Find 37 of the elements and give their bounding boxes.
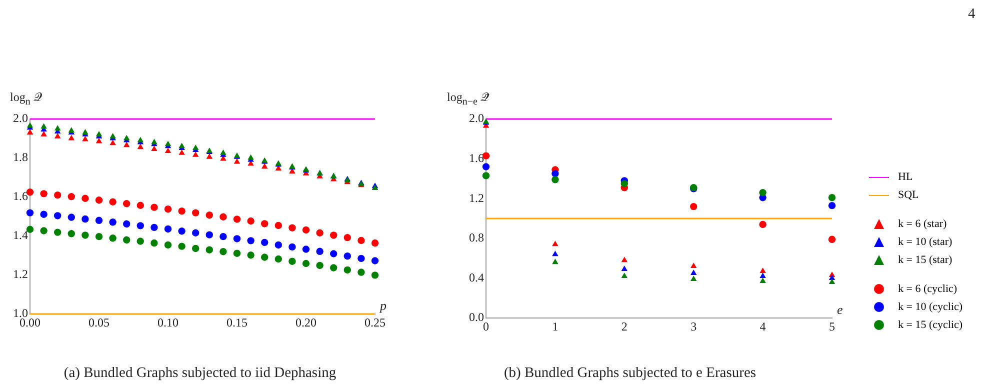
x-tick-label: 2	[621, 319, 628, 334]
legend-label: k = 15 (star)	[898, 254, 952, 266]
y-tick-label: 1.6	[13, 189, 28, 204]
text: 4	[968, 6, 976, 23]
y-tick-label: 0.4	[469, 270, 484, 284]
y-tick-label: 1.4	[13, 228, 28, 242]
x-tick-label: 0.20	[296, 315, 316, 330]
y-tick-label: 1.8	[13, 150, 28, 164]
x-tick-label: 3	[690, 319, 697, 334]
x-axis-title: e	[837, 302, 843, 318]
y-tick-label: 1.2	[469, 190, 484, 205]
y-axis-title: log$_{n−e}$ 𝒬̄	[447, 90, 490, 108]
y-tick-label: 2.0	[469, 111, 484, 126]
legend-label: HL	[898, 171, 913, 183]
legend-label: k = 10 (star)	[898, 236, 952, 248]
legend-label: SQL	[898, 189, 919, 201]
x-tick-label: 0.15	[226, 315, 248, 330]
text: (b) Bundled Graphs subjected to e Erasures	[502, 365, 758, 382]
text: (a) Bundled Graphs subjected to iid Dephasing	[62, 365, 338, 382]
x-tick-label: 4	[760, 319, 766, 334]
legend-label: k = 6 (cyclic)	[898, 283, 958, 295]
x-tick-label: 0.25	[364, 315, 386, 330]
y-tick-label: 0.0	[469, 310, 484, 324]
y-tick-label: 2.0	[13, 111, 28, 126]
x-tick-label: 5	[829, 319, 835, 334]
x-tick-label: 0.05	[88, 315, 110, 330]
x-axis-title: p	[380, 298, 386, 314]
y-tick-label: 0.8	[469, 230, 484, 245]
y-axis-title: log$_{n}$ 𝒬	[10, 90, 42, 108]
legend-label: k = 15 (cyclic)	[898, 319, 963, 331]
legend-label: k = 6 (star)	[898, 218, 947, 230]
y-tick-label: 1.2	[13, 267, 28, 282]
x-tick-label: 0	[483, 319, 489, 334]
x-tick-label: 1	[552, 319, 558, 334]
legend-label: k = 10 (cyclic)	[898, 301, 963, 313]
x-tick-label: 0.10	[158, 315, 178, 330]
y-tick-label: 1.6	[469, 150, 484, 165]
